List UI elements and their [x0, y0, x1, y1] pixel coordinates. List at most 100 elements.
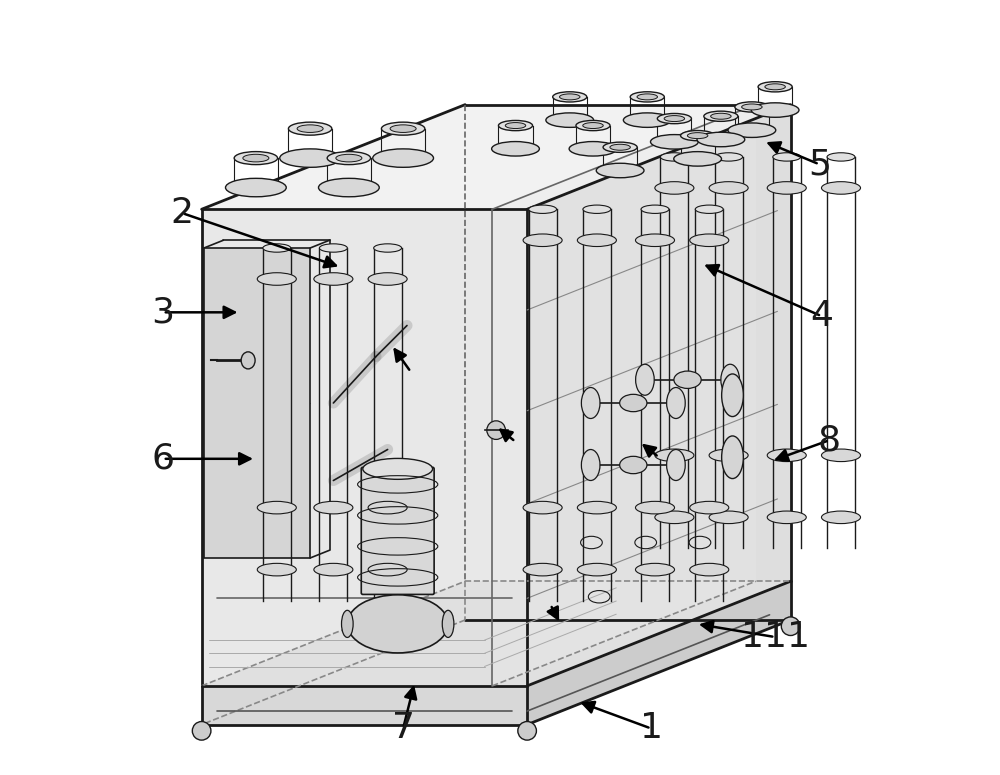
- Ellipse shape: [342, 611, 353, 637]
- Ellipse shape: [681, 130, 715, 141]
- Ellipse shape: [635, 234, 675, 246]
- Ellipse shape: [767, 511, 806, 524]
- Ellipse shape: [492, 142, 539, 156]
- Ellipse shape: [721, 364, 739, 395]
- Ellipse shape: [390, 125, 416, 133]
- Ellipse shape: [498, 120, 533, 131]
- Ellipse shape: [660, 153, 688, 161]
- Ellipse shape: [635, 563, 675, 576]
- Ellipse shape: [318, 178, 379, 197]
- Ellipse shape: [704, 111, 738, 122]
- Ellipse shape: [374, 244, 402, 252]
- Polygon shape: [204, 248, 310, 558]
- Ellipse shape: [742, 104, 762, 110]
- Ellipse shape: [546, 113, 594, 127]
- Ellipse shape: [623, 113, 671, 127]
- Text: 2: 2: [171, 196, 194, 230]
- FancyBboxPatch shape: [361, 467, 434, 594]
- Circle shape: [518, 722, 536, 740]
- Ellipse shape: [690, 563, 729, 576]
- Polygon shape: [202, 209, 527, 686]
- Ellipse shape: [709, 181, 748, 195]
- Ellipse shape: [583, 122, 603, 129]
- Ellipse shape: [368, 563, 407, 576]
- Ellipse shape: [711, 113, 731, 119]
- Ellipse shape: [583, 205, 611, 213]
- Ellipse shape: [620, 394, 647, 412]
- Ellipse shape: [735, 102, 769, 112]
- Ellipse shape: [827, 153, 855, 161]
- Circle shape: [487, 421, 505, 439]
- Ellipse shape: [697, 133, 745, 146]
- Ellipse shape: [690, 501, 729, 514]
- Ellipse shape: [314, 563, 353, 576]
- Text: 111: 111: [741, 620, 810, 654]
- Ellipse shape: [728, 123, 776, 137]
- Text: 7: 7: [392, 711, 415, 746]
- Ellipse shape: [442, 611, 454, 637]
- Ellipse shape: [751, 103, 799, 117]
- Ellipse shape: [758, 81, 792, 92]
- Text: 4: 4: [810, 299, 833, 333]
- Ellipse shape: [667, 388, 685, 418]
- Ellipse shape: [257, 501, 296, 514]
- Ellipse shape: [655, 511, 694, 524]
- Ellipse shape: [523, 563, 562, 576]
- Circle shape: [192, 722, 211, 740]
- Ellipse shape: [767, 181, 806, 195]
- Ellipse shape: [263, 244, 291, 252]
- Ellipse shape: [722, 374, 743, 417]
- Ellipse shape: [257, 273, 296, 285]
- Ellipse shape: [765, 84, 785, 90]
- Ellipse shape: [651, 135, 698, 149]
- Polygon shape: [202, 105, 791, 209]
- Polygon shape: [202, 581, 791, 686]
- Ellipse shape: [641, 205, 669, 213]
- Ellipse shape: [347, 595, 448, 653]
- Ellipse shape: [569, 142, 617, 156]
- Ellipse shape: [368, 273, 407, 285]
- Ellipse shape: [821, 511, 861, 524]
- Ellipse shape: [674, 371, 701, 388]
- Text: 3: 3: [151, 295, 174, 329]
- Ellipse shape: [637, 94, 657, 100]
- Ellipse shape: [821, 449, 861, 462]
- Ellipse shape: [620, 456, 647, 474]
- Ellipse shape: [687, 133, 708, 139]
- Ellipse shape: [234, 152, 278, 164]
- Ellipse shape: [523, 234, 562, 246]
- Ellipse shape: [336, 154, 362, 162]
- Ellipse shape: [577, 563, 616, 576]
- Ellipse shape: [381, 122, 425, 135]
- Ellipse shape: [603, 142, 637, 153]
- Ellipse shape: [297, 125, 323, 133]
- Ellipse shape: [674, 152, 721, 166]
- Ellipse shape: [690, 234, 729, 246]
- Ellipse shape: [655, 181, 694, 195]
- Polygon shape: [492, 105, 756, 686]
- Ellipse shape: [257, 563, 296, 576]
- Ellipse shape: [630, 91, 664, 102]
- Ellipse shape: [560, 94, 580, 100]
- Ellipse shape: [368, 501, 407, 514]
- Text: 8: 8: [818, 423, 841, 457]
- Ellipse shape: [657, 113, 691, 124]
- Ellipse shape: [553, 91, 587, 102]
- Ellipse shape: [695, 205, 723, 213]
- Ellipse shape: [241, 352, 255, 369]
- Polygon shape: [202, 686, 527, 725]
- Ellipse shape: [327, 152, 371, 164]
- Ellipse shape: [523, 501, 562, 514]
- Ellipse shape: [596, 164, 644, 177]
- Ellipse shape: [529, 205, 557, 213]
- Ellipse shape: [243, 154, 269, 162]
- Ellipse shape: [715, 153, 743, 161]
- Ellipse shape: [288, 122, 332, 135]
- Ellipse shape: [314, 273, 353, 285]
- Ellipse shape: [576, 120, 610, 131]
- Ellipse shape: [636, 364, 654, 395]
- Text: 5: 5: [808, 147, 831, 181]
- Polygon shape: [527, 581, 791, 725]
- Ellipse shape: [655, 449, 694, 462]
- Ellipse shape: [225, 178, 286, 197]
